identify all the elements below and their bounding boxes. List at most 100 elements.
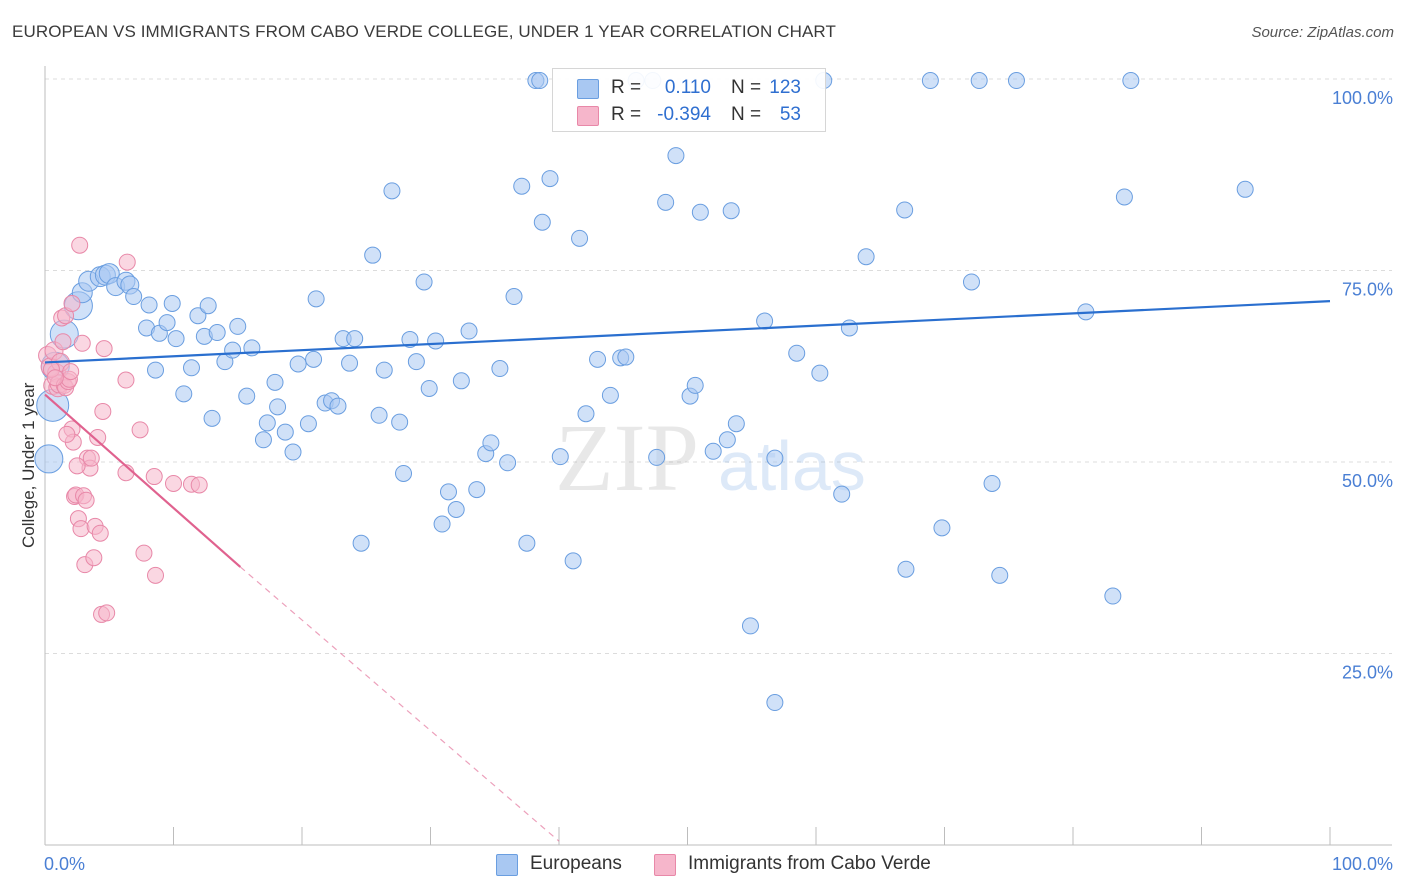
europeans-point — [601, 386, 619, 404]
europeans-point — [1104, 587, 1122, 605]
europeans-point — [577, 405, 595, 423]
europeans-point — [541, 170, 559, 188]
legend-r-value: -0.394 — [657, 104, 711, 125]
europeans-point — [833, 485, 851, 503]
europeans-point — [518, 534, 536, 552]
europeans-point — [238, 387, 256, 405]
legend-n-value: 53 — [779, 104, 801, 125]
europeans-point — [691, 203, 709, 221]
cabo-verde-points — [38, 236, 208, 623]
legend-row-europeans: R = 0.110 N = 123 — [553, 75, 823, 101]
europeans-point — [766, 449, 784, 467]
europeans-point — [897, 560, 915, 578]
europeans-point — [289, 355, 307, 373]
europeans-point — [896, 201, 914, 219]
chart-title: EUROPEAN VS IMMIGRANTS FROM CABO VERDE C… — [12, 22, 836, 41]
europeans-trend-line — [44, 300, 1331, 364]
europeans-point — [921, 72, 939, 90]
europeans-point — [499, 454, 517, 472]
europeans-point — [811, 364, 829, 382]
cabo-verde-point — [46, 369, 64, 387]
legend-swatch-cabo-verde — [577, 106, 599, 126]
europeans-point — [460, 322, 478, 340]
legend-r-label: R = — [611, 77, 642, 98]
cabo-verde-point — [135, 544, 153, 562]
europeans-point — [341, 354, 359, 372]
europeans-point — [766, 694, 784, 712]
europeans-point — [756, 312, 774, 330]
europeans-point — [125, 288, 143, 306]
series-legend: Europeans Immigrants from Cabo Verde — [0, 852, 1406, 878]
europeans-point — [962, 273, 980, 291]
correlation-legend: R = 0.110 N = 123 R = -0.394 N = 53 — [552, 68, 826, 132]
europeans-point — [433, 515, 451, 533]
europeans-point — [933, 519, 951, 537]
cabo-verde-point — [73, 334, 91, 352]
europeans-point — [284, 443, 302, 461]
x-tick-labels: 0.0% 100.0% — [44, 854, 1393, 874]
cabo-verde-point — [58, 425, 76, 443]
europeans-point — [266, 373, 284, 391]
europeans-point — [727, 415, 745, 433]
europeans-point — [589, 350, 607, 368]
cabo-verde-point — [63, 294, 81, 312]
europeans-point — [513, 177, 531, 195]
europeans-point — [163, 294, 181, 312]
europeans-point — [533, 213, 551, 231]
cabo-verde-point — [68, 457, 86, 475]
europeans-point — [167, 330, 185, 348]
europeans-point — [34, 444, 64, 474]
europeans-point — [427, 332, 445, 350]
europeans-point — [383, 182, 401, 200]
europeans-point — [203, 409, 221, 427]
y-tick-label: 25.0% — [1342, 663, 1393, 683]
europeans-point — [564, 552, 582, 570]
legend-swatch-cabo-verde — [654, 854, 676, 876]
europeans-point — [686, 376, 704, 394]
legend-label-cabo-verde: Immigrants from Cabo Verde — [688, 853, 931, 874]
cabo-verde-point — [147, 566, 165, 584]
gridlines — [45, 78, 1392, 654]
europeans-point — [420, 379, 438, 397]
source-label: Source: ZipAtlas.com — [1251, 24, 1394, 41]
europeans-point — [269, 398, 287, 416]
europeans-point — [307, 290, 325, 308]
y-tick-labels: 100.0% 75.0% 50.0% 25.0% — [1332, 88, 1393, 683]
cabo-verde-point — [89, 428, 107, 446]
legend-n-label: N = — [731, 104, 762, 125]
europeans-point — [970, 72, 988, 90]
cabo-verde-point — [91, 524, 109, 542]
cabo-verde-point — [62, 363, 80, 381]
europeans-point — [704, 442, 722, 460]
europeans-point — [551, 448, 569, 466]
legend-label-europeans: Europeans — [530, 853, 622, 874]
europeans-point — [648, 448, 666, 466]
europeans-point — [364, 246, 382, 264]
europeans-point — [370, 406, 388, 424]
europeans-point — [617, 348, 635, 366]
cabo-verde-point — [71, 236, 89, 254]
europeans-point — [452, 372, 470, 390]
europeans-point — [840, 319, 858, 337]
cabo-verde-point — [82, 449, 100, 467]
europeans-point — [415, 273, 433, 291]
cabo-verde-trend-line — [44, 393, 242, 568]
legend-r-value: 0.110 — [664, 77, 711, 98]
cabo-verde-point — [54, 333, 72, 351]
y-tick-label: 100.0% — [1332, 88, 1393, 108]
europeans-point — [468, 481, 486, 499]
europeans-point — [224, 341, 242, 359]
europeans-point — [147, 361, 165, 379]
europeans-point — [1236, 180, 1254, 198]
europeans-point — [189, 307, 207, 325]
legend-swatch-europeans — [577, 79, 599, 99]
europeans-point — [258, 414, 276, 432]
europeans-point — [1007, 72, 1025, 90]
europeans-point — [346, 330, 364, 348]
cabo-verde-point — [165, 474, 182, 492]
europeans-point — [375, 361, 393, 379]
europeans-point — [983, 474, 1001, 492]
europeans-point — [229, 317, 247, 335]
europeans-point — [1115, 188, 1133, 206]
